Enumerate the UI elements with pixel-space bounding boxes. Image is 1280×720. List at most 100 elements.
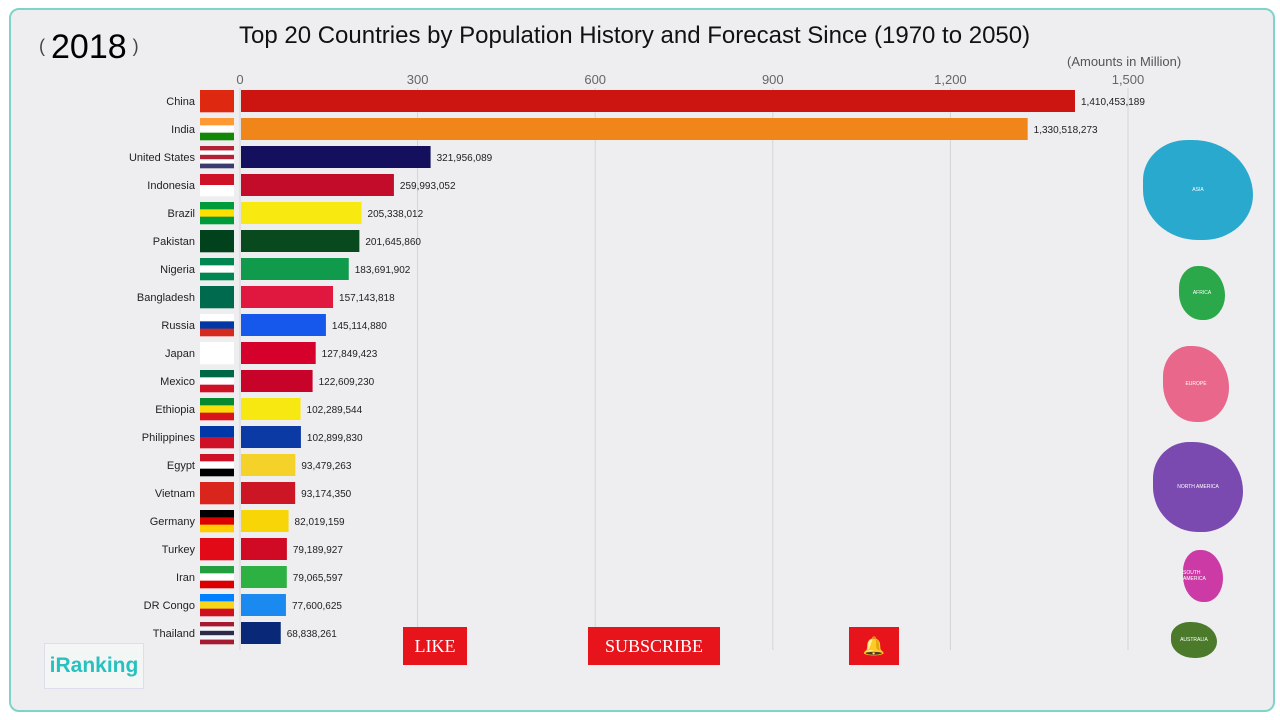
value-label: 321,956,089 xyxy=(437,153,493,164)
value-label: 93,174,350 xyxy=(301,489,351,500)
bar xyxy=(241,342,316,364)
country-label: Pakistan xyxy=(153,236,195,248)
country-label: India xyxy=(171,124,196,136)
bar xyxy=(241,454,296,476)
year-label: (2018) xyxy=(39,28,139,66)
value-label: 127,849,423 xyxy=(322,349,378,360)
continent-map-australia: AUSTRALIA xyxy=(1171,622,1217,658)
like-button[interactable]: LIKE xyxy=(403,627,467,665)
value-label: 122,609,230 xyxy=(319,377,375,388)
continent-map-south-america: SOUTH AMERICA xyxy=(1183,550,1223,602)
country-label: Iran xyxy=(176,572,195,584)
continent-map-north-america: NORTH AMERICA xyxy=(1153,442,1243,532)
bar xyxy=(241,426,301,448)
value-label: 145,114,880 xyxy=(332,321,387,332)
value-label: 68,838,261 xyxy=(287,629,337,640)
bar xyxy=(241,314,326,336)
value-label: 1,330,518,273 xyxy=(1034,125,1098,136)
continent-map-africa: AFRICA xyxy=(1179,266,1225,320)
country-label: Philippines xyxy=(142,432,196,444)
flag-icon xyxy=(200,90,234,113)
flag-icon xyxy=(200,510,234,533)
value-label: 102,899,830 xyxy=(307,433,363,444)
bar xyxy=(241,286,334,308)
bar xyxy=(241,90,1075,112)
flag-icon xyxy=(200,454,234,477)
value-label: 79,065,597 xyxy=(293,573,343,584)
value-label: 157,143,818 xyxy=(339,293,395,304)
bar xyxy=(241,566,287,588)
bar xyxy=(241,118,1028,140)
flag-icon xyxy=(200,286,234,309)
bell-icon: 🔔 xyxy=(862,635,886,656)
iranking-logo: iRanking xyxy=(44,643,144,689)
flag-icon xyxy=(200,230,234,253)
country-label: Mexico xyxy=(160,376,195,388)
value-label: 79,189,927 xyxy=(293,545,343,556)
flag-icon xyxy=(200,426,234,449)
bell-button[interactable]: 🔔 xyxy=(849,627,899,665)
x-tick-label: 900 xyxy=(762,72,784,87)
flag-icon xyxy=(200,174,234,197)
country-label: Nigeria xyxy=(160,264,196,276)
bar xyxy=(241,258,349,280)
x-tick-label: 300 xyxy=(407,72,429,87)
value-label: 1,410,453,189 xyxy=(1081,97,1145,108)
country-label: DR Congo xyxy=(144,600,195,612)
value-label: 82,019,159 xyxy=(295,517,345,528)
continent-map-asia: ASIA xyxy=(1143,140,1253,240)
axis-units-label: (Amounts in Million) xyxy=(1067,54,1182,69)
flag-icon xyxy=(200,314,234,337)
bar xyxy=(241,174,394,196)
bar xyxy=(241,510,289,532)
bar xyxy=(241,594,286,616)
bar xyxy=(241,202,362,224)
value-label: 183,691,902 xyxy=(355,265,411,276)
continent-map-europe: EUROPE xyxy=(1163,346,1229,422)
value-label: 93,479,263 xyxy=(301,461,351,472)
country-label: Indonesia xyxy=(147,180,196,192)
x-tick-label: 1,500 xyxy=(1112,72,1145,87)
flag-icon xyxy=(200,370,234,393)
bar xyxy=(241,622,281,644)
country-label: Japan xyxy=(165,348,195,360)
flag-icon xyxy=(200,258,234,281)
subscribe-button[interactable]: SUBSCRIBE xyxy=(588,627,720,665)
logo-text: iRanking xyxy=(49,654,139,677)
country-label: Bangladesh xyxy=(137,292,195,304)
x-tick-label: 1,200 xyxy=(934,72,967,87)
year-value: 2018 xyxy=(51,28,127,66)
country-label: Ethiopia xyxy=(155,404,196,416)
country-label: United States xyxy=(129,152,196,164)
value-label: 259,993,052 xyxy=(400,181,456,192)
value-label: 205,338,012 xyxy=(368,209,424,220)
flag-icon xyxy=(200,566,234,589)
bar xyxy=(241,146,431,168)
value-label: 77,600,625 xyxy=(292,601,342,612)
bar xyxy=(241,482,296,504)
x-tick-label: 0 xyxy=(236,72,243,87)
bar xyxy=(241,398,301,420)
country-label: China xyxy=(166,96,196,108)
flag-icon xyxy=(200,622,234,645)
country-label: Germany xyxy=(150,516,196,528)
value-label: 102,289,544 xyxy=(307,405,363,416)
bar xyxy=(241,230,360,252)
country-label: Vietnam xyxy=(155,488,195,500)
chart-frame: (2018) Top 20 Countries by Population Hi… xyxy=(9,8,1275,712)
flag-icon xyxy=(200,538,234,561)
flag-icon xyxy=(200,398,234,421)
flag-icon xyxy=(200,202,234,225)
x-tick-label: 600 xyxy=(584,72,606,87)
country-label: Turkey xyxy=(162,544,196,556)
chart-title: Top 20 Countries by Population History a… xyxy=(239,22,1031,49)
flag-icon xyxy=(200,594,234,617)
flag-icon xyxy=(200,146,234,169)
flag-icon xyxy=(200,342,234,365)
country-label: Thailand xyxy=(153,628,195,640)
bar xyxy=(241,370,313,392)
country-label: Brazil xyxy=(167,208,195,220)
country-label: Egypt xyxy=(167,460,195,472)
bar-chart: 0 300 600 900 1,200 1,500 China 1,410,453,189 In… xyxy=(129,72,1145,650)
value-label: 201,645,860 xyxy=(365,237,421,248)
